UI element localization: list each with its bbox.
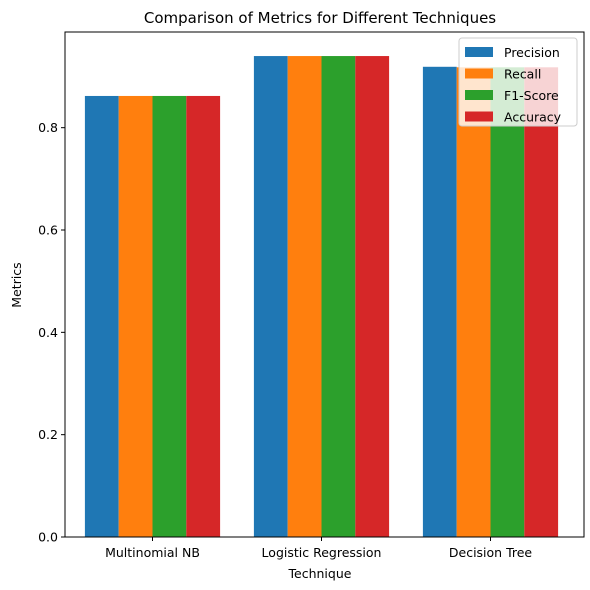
y-tick-label: 0.8 xyxy=(38,120,58,135)
bar-recall-2 xyxy=(456,67,491,538)
bar-precision-2 xyxy=(422,66,457,537)
bar-recall-0 xyxy=(118,95,153,538)
bar-accuracy-2 xyxy=(524,67,559,538)
bar-accuracy-0 xyxy=(186,95,221,538)
y-tick-label: 0.0 xyxy=(38,530,58,545)
legend-swatch xyxy=(465,90,493,100)
legend-swatch xyxy=(465,68,493,79)
bar-f1-score-2 xyxy=(490,67,525,538)
y-axis-label: Metrics xyxy=(9,262,24,307)
y-tick-label: 0.2 xyxy=(38,427,58,442)
bar-precision-0 xyxy=(84,95,119,538)
bars-layer xyxy=(84,56,559,538)
legend-label: Accuracy xyxy=(504,110,562,125)
legend: Precision Recall F1-Score Accuracy xyxy=(458,37,578,127)
x-axis: Multinomial NB Logistic Regression Decisio… xyxy=(105,537,532,560)
y-axis: 0.0 0.2 0.4 0.6 0.8 xyxy=(38,120,65,545)
x-tick-label: Multinomial NB xyxy=(105,545,200,560)
legend-label: Precision xyxy=(504,45,560,60)
chart-title: Comparison of Metrics for Different Tech… xyxy=(144,9,496,27)
legend-label: F1-Score xyxy=(504,88,559,103)
y-tick-label: 0.4 xyxy=(38,325,58,340)
x-tick-label: Logistic Regression xyxy=(262,545,382,560)
bar-precision-1 xyxy=(253,56,288,538)
bar-f1-score-1 xyxy=(321,56,356,538)
x-tick-label: Decision Tree xyxy=(449,545,533,560)
plot-frame xyxy=(64,31,585,538)
x-axis-label: Technique xyxy=(288,566,352,581)
bar-recall-1 xyxy=(287,56,322,538)
legend-swatch xyxy=(465,111,493,122)
legend-box xyxy=(458,37,578,127)
legend-swatch xyxy=(465,47,493,57)
legend-label: Recall xyxy=(504,67,541,82)
y-tick-label: 0.6 xyxy=(38,223,58,238)
bar-accuracy-1 xyxy=(355,56,390,538)
bar-f1-score-0 xyxy=(152,95,187,538)
